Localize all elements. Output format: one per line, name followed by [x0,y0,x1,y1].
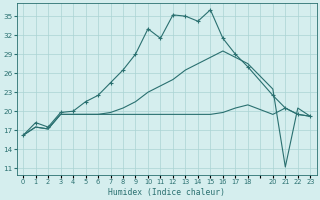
X-axis label: Humidex (Indice chaleur): Humidex (Indice chaleur) [108,188,225,197]
